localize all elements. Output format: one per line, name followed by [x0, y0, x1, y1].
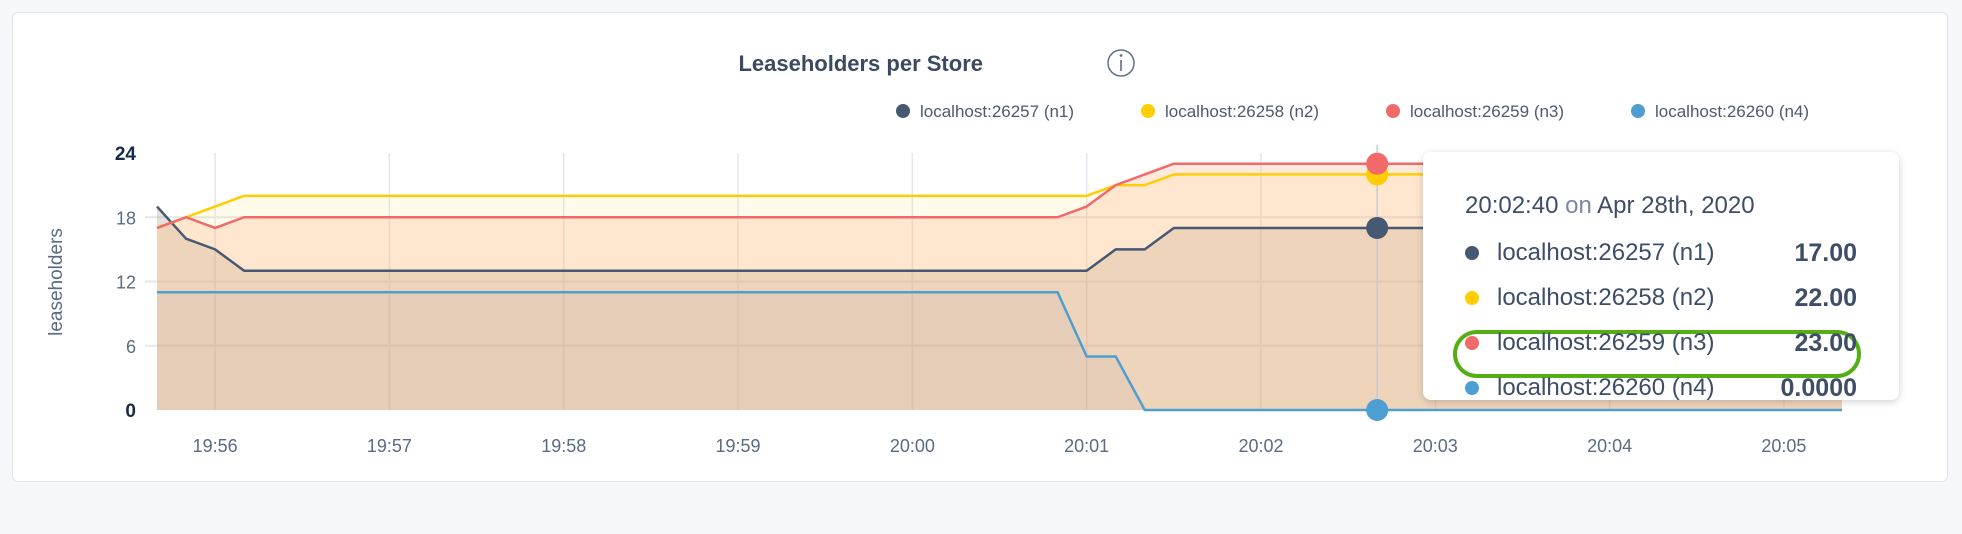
hover-point: [1366, 216, 1389, 239]
tooltip-series-name: localhost:26260 (n4): [1497, 374, 1715, 401]
y-axis-label: leaseholders: [46, 228, 67, 336]
hover-point: [1366, 152, 1389, 175]
legend-marker: [896, 104, 910, 118]
tooltip-time: 20:02:40: [1465, 192, 1559, 219]
tooltip-row: localhost:26259 (n3) 23.00: [1465, 326, 1857, 360]
y-tick-label: 24: [115, 144, 137, 165]
tooltip-series-value: 23.00: [1794, 328, 1857, 357]
legend-marker: [1386, 104, 1400, 118]
tooltip-series-name: localhost:26257 (n1): [1497, 239, 1715, 266]
legend-entry: localhost:26260 (n4): [1655, 102, 1809, 121]
tooltip-date: Apr 28th, 2020: [1597, 192, 1755, 219]
x-tick-label: 20:00: [890, 436, 935, 456]
hover-point: [1366, 399, 1389, 421]
tooltip-series-value: 0.0000: [1780, 373, 1857, 402]
tooltip-on: on: [1565, 192, 1592, 219]
series-dot-icon: [1465, 336, 1479, 350]
legend-marker: [1141, 104, 1155, 118]
tooltip-series-name: localhost:26259 (n3): [1497, 329, 1715, 356]
series-dot-icon: [1465, 291, 1479, 305]
y-tick-label: 6: [126, 337, 136, 357]
tooltip-series-name: localhost:26258 (n2): [1497, 284, 1715, 311]
legend-entry: localhost:26258 (n2): [1165, 102, 1319, 121]
series-dot-icon: [1465, 246, 1479, 260]
series-area: [157, 292, 1842, 410]
x-tick-label: 20:01: [1064, 436, 1109, 456]
legend-entry: localhost:26259 (n3): [1410, 102, 1564, 121]
tooltip-row: localhost:26258 (n2) 22.00: [1465, 281, 1857, 315]
x-tick-label: 19:57: [367, 436, 412, 456]
tooltip-row: localhost:26257 (n1) 17.00: [1465, 236, 1857, 270]
tooltip-series-value: 17.00: [1794, 238, 1857, 267]
y-tick-label: 0: [125, 401, 136, 422]
x-tick-label: 20:03: [1413, 436, 1458, 456]
legend: localhost:26257 (n1) localhost:26258 (n2)…: [896, 102, 1809, 121]
tooltip-row: localhost:26260 (n4) 0.0000: [1465, 371, 1857, 405]
tooltip-series-value: 22.00: [1794, 283, 1857, 312]
x-tick-label: 20:02: [1238, 436, 1283, 456]
chart-title: Leaseholders per Store: [738, 51, 983, 76]
x-tick-label: 19:56: [193, 436, 238, 456]
series-line: [157, 290, 1842, 412]
legend-marker: [1631, 104, 1645, 118]
y-tick-label: 12: [116, 273, 136, 293]
series-area: [157, 206, 1842, 410]
hover-tooltip: 20:02:40 on Apr 28th, 2020 localhost:262…: [1423, 152, 1899, 402]
tooltip-timestamp: 20:02:40 on Apr 28th, 2020: [1465, 192, 1755, 220]
x-tick-label: 19:59: [716, 436, 761, 456]
y-tick-label: 18: [116, 208, 136, 228]
x-tick-label: 20:04: [1587, 436, 1632, 456]
x-tick-label: 19:58: [541, 436, 586, 456]
info-icon[interactable]: [1107, 49, 1135, 77]
legend-entry: localhost:26257 (n1): [920, 102, 1074, 121]
series-dot-icon: [1465, 381, 1479, 395]
series-area: [157, 163, 1842, 410]
highlight-outline: [1453, 330, 1861, 378]
x-tick-label: 20:05: [1761, 436, 1806, 456]
